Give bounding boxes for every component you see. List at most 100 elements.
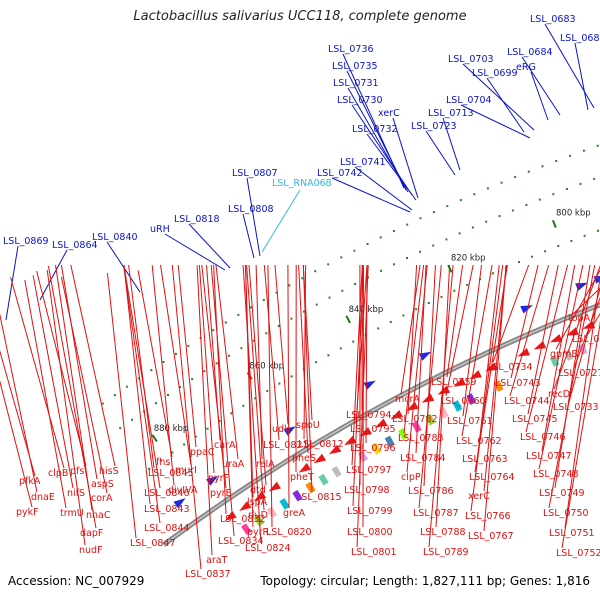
reverse-gene-label[interactable]: LSL_0832 xyxy=(220,514,266,525)
forward-gene-label[interactable]: LSL_0735 xyxy=(332,61,378,72)
reverse-gene-label[interactable]: uraA xyxy=(222,459,245,470)
reverse-gene-label[interactable]: nudF xyxy=(79,545,103,556)
forward-gene-label[interactable]: LSL_0741 xyxy=(340,157,386,168)
reverse-gene-label[interactable]: nifS xyxy=(67,488,85,499)
rna-gene-label[interactable]: LSL_RNA068 xyxy=(272,178,332,189)
reverse-gene-label[interactable]: LSL_0789 xyxy=(423,547,469,558)
reverse-gene-label[interactable]: LSL_0794 xyxy=(346,410,392,421)
reverse-gene-label[interactable]: LSL_0744 xyxy=(504,396,550,407)
reverse-gene-label[interactable]: LSL_0763 xyxy=(462,454,508,465)
reverse-gene-label[interactable]: LSL_0782 xyxy=(392,414,438,425)
forward-gene-label[interactable]: LSL_0682 xyxy=(560,33,600,44)
forward-gene-label[interactable]: eRG xyxy=(516,62,536,73)
reverse-gene-label[interactable]: pyrF xyxy=(208,473,229,484)
forward-gene-label[interactable]: LSL_0864 xyxy=(52,240,98,251)
reverse-gene-label[interactable]: LSL_0845 xyxy=(148,468,194,479)
reverse-gene-label[interactable]: recD xyxy=(548,389,570,400)
reverse-gene-label[interactable]: LSL_0750 xyxy=(543,508,589,519)
reverse-gene-label[interactable]: LSL_0724 xyxy=(572,334,600,345)
reverse-gene-label[interactable]: clpP xyxy=(401,472,421,483)
reverse-gene-label[interactable]: LSL_0764 xyxy=(469,472,515,483)
forward-gene-label[interactable]: LSL_0723 xyxy=(411,121,457,132)
forward-gene-label[interactable]: LSL_0730 xyxy=(337,95,383,106)
forward-gene-label[interactable]: LSL_0807 xyxy=(232,168,278,179)
reverse-gene-label[interactable]: LSL_0745 xyxy=(512,414,558,425)
reverse-gene-label[interactable]: LSL_0734 xyxy=(487,362,533,373)
forward-gene-label[interactable]: LSL_0818 xyxy=(174,214,220,225)
reverse-gene-label[interactable]: LSL_0798 xyxy=(344,485,390,496)
reverse-gene-label[interactable]: topA xyxy=(568,313,591,324)
forward-gene-label[interactable]: LSL_0713 xyxy=(428,108,474,119)
reverse-gene-label[interactable]: nhaC xyxy=(86,510,111,521)
forward-gene-label[interactable]: LSL_0736 xyxy=(328,44,374,55)
reverse-gene-label[interactable]: LSL_0797 xyxy=(346,465,392,476)
reverse-gene-label[interactable]: spoU xyxy=(296,420,320,431)
reverse-gene-label[interactable]: LSL_0834 xyxy=(218,536,264,547)
forward-gene-label[interactable]: xerC xyxy=(378,108,400,119)
reverse-gene-label[interactable]: LSL_0801 xyxy=(351,547,397,558)
reverse-gene-label[interactable]: LSL_0747 xyxy=(526,451,572,462)
reverse-gene-label[interactable]: LSL_0786 xyxy=(408,486,454,497)
forward-gene-label[interactable]: LSL_0731 xyxy=(333,78,379,89)
reverse-gene-label[interactable]: LSL_0799 xyxy=(347,506,393,517)
reverse-gene-label[interactable]: LSL_0847 xyxy=(130,538,176,549)
reverse-gene-label[interactable]: LSL_0752 xyxy=(556,548,600,559)
forward-gene-label[interactable]: LSL_0840 xyxy=(92,232,138,243)
reverse-gene-label[interactable]: LSL_0795 xyxy=(350,424,396,435)
reverse-gene-label[interactable]: pheT xyxy=(290,472,314,483)
reverse-gene-label[interactable]: LSL_0733 xyxy=(553,402,599,413)
reverse-gene-label[interactable]: pyrE xyxy=(210,488,232,499)
reverse-gene-label[interactable]: gpmB xyxy=(550,349,578,360)
reverse-gene-label[interactable]: aspS xyxy=(91,479,114,490)
reverse-gene-label[interactable]: lspA xyxy=(247,497,268,508)
reverse-gene-label[interactable]: LSL_0787 xyxy=(413,508,459,519)
reverse-gene-label[interactable]: LSL_0846 xyxy=(144,488,190,499)
forward-gene-label[interactable]: LSL_0699 xyxy=(472,68,518,79)
reverse-gene-label[interactable]: relA xyxy=(256,459,275,470)
reverse-gene-label[interactable]: LSL_0761 xyxy=(447,416,493,427)
reverse-gene-label[interactable]: LSL_0800 xyxy=(347,527,393,538)
reverse-gene-label[interactable]: pykF xyxy=(16,507,39,518)
reverse-gene-label[interactable]: clpB xyxy=(48,468,68,479)
reverse-gene-label[interactable]: LSL_0796 xyxy=(350,443,396,454)
forward-gene-label[interactable]: LSL_0684 xyxy=(507,47,553,58)
reverse-gene-label[interactable]: udk xyxy=(272,424,290,435)
reverse-gene-label[interactable]: hisS xyxy=(99,466,119,477)
reverse-gene-label[interactable]: LSL_0843 xyxy=(144,504,190,515)
reverse-gene-label[interactable]: LSL_0748 xyxy=(533,469,579,480)
reverse-gene-label[interactable]: dtd xyxy=(250,485,266,496)
reverse-gene-label[interactable]: xerC xyxy=(468,491,490,502)
forward-gene-label[interactable]: LSL_0704 xyxy=(446,95,492,106)
reverse-gene-label[interactable]: trmU xyxy=(60,508,84,519)
reverse-gene-label[interactable]: ppaC xyxy=(190,447,215,458)
reverse-gene-label[interactable]: LSL_0759 xyxy=(431,377,477,388)
reverse-gene-label[interactable]: LSL_0743 xyxy=(495,378,541,389)
reverse-gene-label[interactable]: araT xyxy=(206,555,228,566)
reverse-gene-label[interactable]: LSL_0727 xyxy=(558,368,600,379)
reverse-gene-label[interactable]: dnaE xyxy=(31,492,55,503)
reverse-gene-label[interactable]: dapF xyxy=(80,528,103,539)
reverse-gene-label[interactable]: pheS xyxy=(292,453,316,464)
reverse-gene-label[interactable]: LSL_0837 xyxy=(185,569,231,580)
reverse-gene-label[interactable]: LSL_0784 xyxy=(400,453,446,464)
reverse-gene-label[interactable]: LSL_0783 xyxy=(398,433,444,444)
forward-gene-label[interactable]: LSL_0732 xyxy=(352,124,398,135)
reverse-gene-label[interactable]: LSL_0788 xyxy=(420,527,466,538)
reverse-gene-label[interactable]: pfs xyxy=(70,466,84,477)
reverse-gene-label[interactable]: LSL_0762 xyxy=(456,436,502,447)
forward-gene-label[interactable]: LSL_0703 xyxy=(448,54,494,65)
reverse-gene-label[interactable]: LSL_0751 xyxy=(549,528,595,539)
reverse-gene-label[interactable]: LSL_0760 xyxy=(440,396,486,407)
forward-gene-label[interactable]: LSL_0869 xyxy=(3,236,49,247)
reverse-gene-label[interactable]: LSL_0746 xyxy=(520,432,566,443)
reverse-gene-label[interactable]: pfkA xyxy=(19,476,41,487)
reverse-gene-label[interactable]: LSL_0815 xyxy=(296,492,342,503)
reverse-gene-label[interactable]: carA xyxy=(214,440,236,451)
reverse-gene-label[interactable]: LSL_0820 xyxy=(266,527,312,538)
reverse-gene-label[interactable]: LSL_0821 xyxy=(263,440,309,451)
reverse-gene-label[interactable]: greA xyxy=(283,508,306,519)
reverse-gene-label[interactable]: LSL_0766 xyxy=(465,511,511,522)
reverse-gene-label[interactable]: LSL_0749 xyxy=(539,488,585,499)
reverse-gene-label[interactable]: LSL_0844 xyxy=(144,523,190,534)
forward-gene-label[interactable]: uRH xyxy=(150,224,170,235)
